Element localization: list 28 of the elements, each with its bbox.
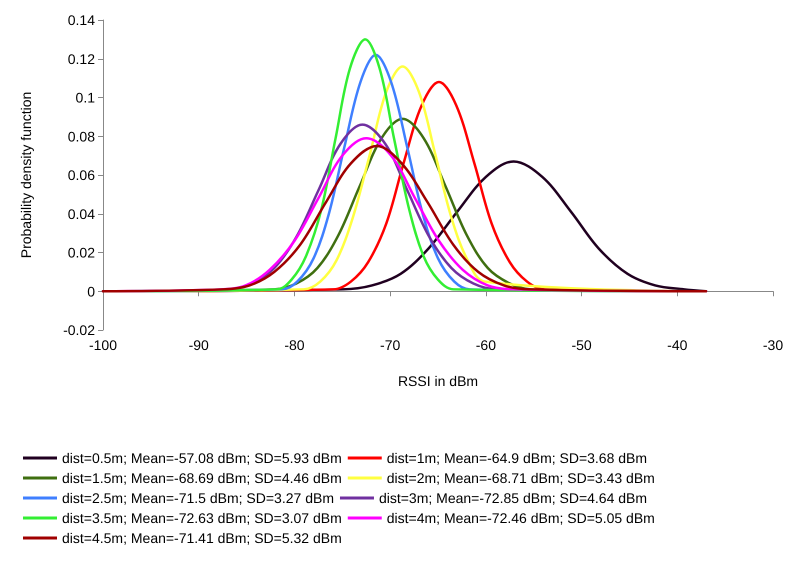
legend-label: dist=3.5m; Mean=-72.63 dBm; SD=3.07 dBm: [62, 510, 342, 526]
legend-label: dist=2m; Mean=-68.71 dBm; SD=3.43 dBm: [386, 470, 655, 486]
y-tick-label: 0.04: [68, 206, 96, 222]
y-tick-label: 0.02: [68, 244, 96, 260]
x-tick-label: -60: [476, 337, 496, 353]
x-tick-label: -100: [88, 337, 118, 353]
x-tick-label: -40: [667, 337, 688, 353]
legend-label: dist=1.5m; Mean=-68.69 dBm; SD=4.46 dBm: [62, 470, 342, 486]
legend-label: dist=4.5m; Mean=-71.41 dBm; SD=5.32 dBm: [62, 530, 342, 546]
y-tick-label: 0.06: [68, 167, 96, 183]
y-tick-label: 0.12: [68, 50, 96, 67]
legend-label: dist=4m; Mean=-72.46 dBm; SD=5.05 dBm: [386, 510, 655, 526]
x-tick-label: -70: [380, 337, 400, 353]
y-tick-label: 0.1: [76, 90, 96, 106]
x-tick-label: -30: [762, 337, 784, 353]
legend-label: dist=3m; Mean=-72.85 dBm; SD=4.64 dBm: [378, 490, 648, 506]
legend-label: dist=2.5m; Mean=-71.5 dBm; SD=3.27 dBm: [62, 490, 334, 506]
x-axis-title: RSSI in dBm: [398, 373, 478, 389]
legend-label: dist=1m; Mean=-64.9 dBm; SD=3.68 dBm: [386, 450, 648, 466]
x-tick-label: -50: [571, 337, 592, 353]
y-tick-label: -0.02: [63, 322, 96, 338]
y-tick-label: 0.08: [68, 128, 96, 144]
x-tick-label: -90: [188, 337, 210, 353]
x-tick-label: -80: [284, 337, 305, 353]
y-tick-label: 0.14: [68, 12, 96, 28]
y-axis-title: Probability density function: [18, 92, 34, 258]
legend-label: dist=0.5m; Mean=-57.08 dBm; SD=5.93 dBm: [62, 450, 342, 466]
y-tick-label: 0: [87, 283, 96, 300]
